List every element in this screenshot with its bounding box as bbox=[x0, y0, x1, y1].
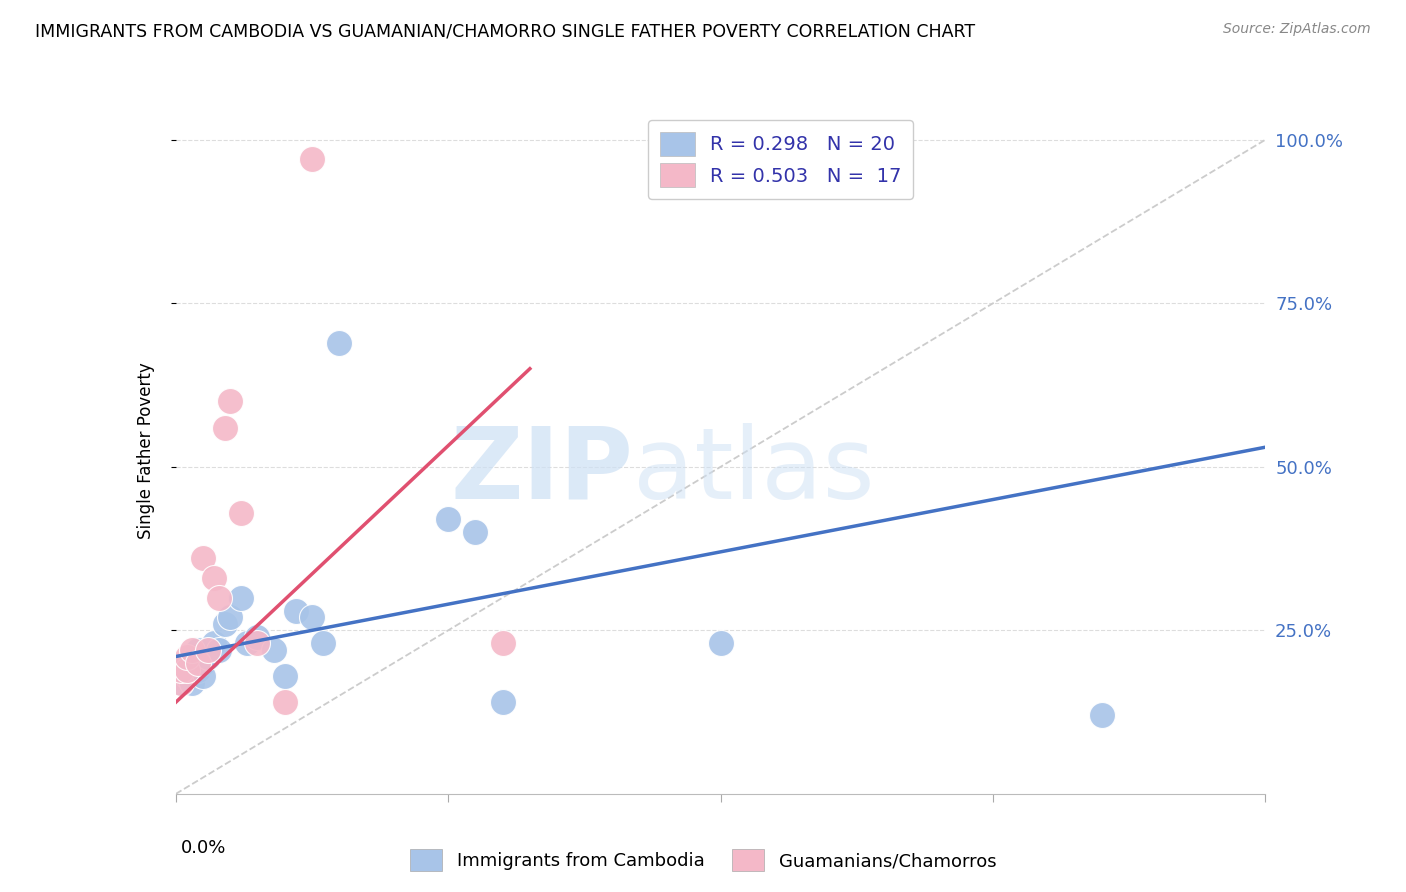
Point bbox=[231, 506, 253, 520]
Point bbox=[170, 675, 193, 690]
Point bbox=[176, 649, 198, 664]
Point bbox=[464, 525, 486, 540]
Text: atlas: atlas bbox=[633, 423, 875, 519]
Point bbox=[284, 604, 307, 618]
Point bbox=[246, 636, 269, 650]
Text: Source: ZipAtlas.com: Source: ZipAtlas.com bbox=[1223, 22, 1371, 37]
Point bbox=[181, 643, 204, 657]
Point bbox=[492, 695, 515, 709]
Point bbox=[197, 649, 219, 664]
Point bbox=[176, 669, 198, 683]
Point bbox=[186, 656, 209, 670]
Point bbox=[170, 663, 193, 677]
Point bbox=[246, 630, 269, 644]
Point bbox=[437, 512, 460, 526]
Point bbox=[176, 656, 198, 670]
Legend: Immigrants from Cambodia, Guamanians/Chamorros: Immigrants from Cambodia, Guamanians/Cha… bbox=[402, 842, 1004, 879]
Point bbox=[214, 420, 236, 434]
Point bbox=[328, 335, 350, 350]
Point bbox=[191, 669, 214, 683]
Point bbox=[170, 675, 193, 690]
Point bbox=[197, 643, 219, 657]
Point bbox=[191, 551, 214, 566]
Point bbox=[312, 636, 335, 650]
Point bbox=[181, 649, 204, 664]
Text: 0.0%: 0.0% bbox=[181, 838, 226, 856]
Point bbox=[301, 153, 323, 167]
Point bbox=[274, 669, 297, 683]
Point bbox=[231, 591, 253, 605]
Point bbox=[170, 663, 193, 677]
Point bbox=[274, 695, 297, 709]
Point bbox=[263, 643, 285, 657]
Text: IMMIGRANTS FROM CAMBODIA VS GUAMANIAN/CHAMORRO SINGLE FATHER POVERTY CORRELATION: IMMIGRANTS FROM CAMBODIA VS GUAMANIAN/CH… bbox=[35, 22, 976, 40]
Point bbox=[214, 616, 236, 631]
Point bbox=[202, 636, 225, 650]
Point bbox=[219, 610, 242, 624]
Point bbox=[492, 636, 515, 650]
Legend: R = 0.298   N = 20, R = 0.503   N =  17: R = 0.298 N = 20, R = 0.503 N = 17 bbox=[648, 120, 912, 199]
Point bbox=[235, 636, 257, 650]
Point bbox=[181, 675, 204, 690]
Point bbox=[176, 663, 198, 677]
Point bbox=[1091, 708, 1114, 723]
Point bbox=[191, 656, 214, 670]
Point bbox=[301, 610, 323, 624]
Point bbox=[710, 636, 733, 650]
Text: ZIP: ZIP bbox=[450, 423, 633, 519]
Point bbox=[186, 643, 209, 657]
Point bbox=[186, 663, 209, 677]
Point bbox=[208, 591, 231, 605]
Point bbox=[202, 571, 225, 585]
Point bbox=[219, 394, 242, 409]
Point bbox=[208, 643, 231, 657]
Y-axis label: Single Father Poverty: Single Father Poverty bbox=[136, 362, 155, 539]
